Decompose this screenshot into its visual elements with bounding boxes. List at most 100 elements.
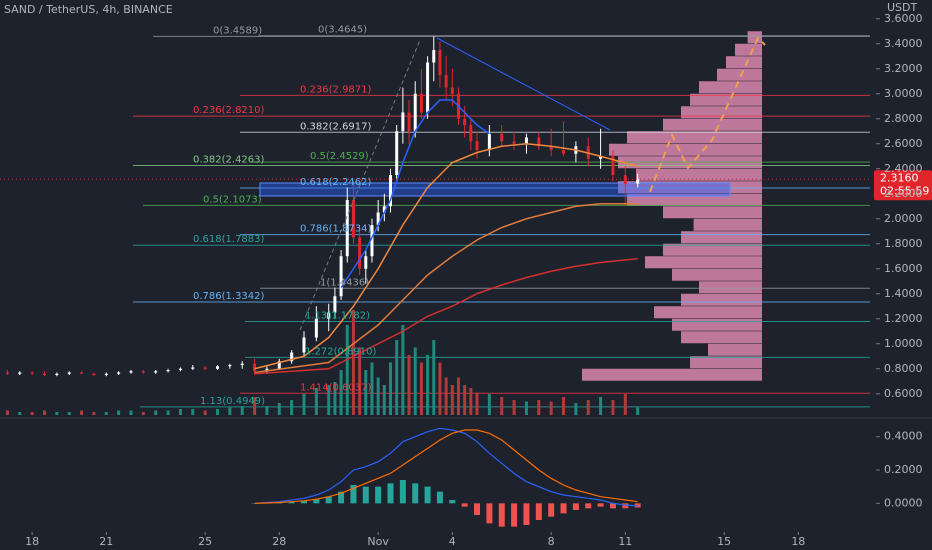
candle-body — [154, 371, 158, 373]
volume-bar — [407, 355, 411, 415]
candle-body — [512, 141, 516, 144]
volume-bar — [438, 362, 442, 415]
profile-bar — [681, 293, 762, 306]
y-tick-label: 1.4000 — [884, 287, 923, 300]
channel-line — [299, 39, 421, 331]
volume-bar — [419, 362, 423, 415]
volume-bar — [351, 310, 355, 415]
profile-bar — [636, 168, 762, 181]
candle-body — [5, 372, 9, 374]
profile-bar — [681, 231, 762, 244]
candle-body — [92, 373, 96, 375]
volume-bar — [475, 392, 479, 415]
volume-bar — [302, 394, 306, 415]
volume-bar — [42, 410, 46, 415]
candle-body — [469, 125, 473, 142]
volume-bar — [5, 410, 9, 415]
candle-body — [475, 141, 479, 150]
candle-body — [438, 50, 442, 75]
y-tick-label: 3.2000 — [884, 62, 923, 75]
candle-body — [333, 296, 337, 313]
x-tick-label: Nov — [367, 535, 389, 548]
y-tick-label: 3.6000 — [884, 12, 923, 25]
candle-body — [18, 372, 22, 374]
candle-body — [67, 372, 71, 374]
candle-body — [382, 206, 386, 213]
moving-average — [340, 99, 490, 288]
trend-line — [436, 37, 611, 131]
volume-bar — [265, 406, 269, 415]
profile-bar — [609, 143, 762, 156]
y-tick-label: 2.0000 — [884, 212, 923, 225]
profile-bar — [582, 368, 762, 381]
candle-body — [216, 366, 219, 369]
candle-body — [290, 352, 294, 362]
y-tick-label: 2.4000 — [884, 162, 923, 175]
candle-body — [524, 137, 528, 144]
candle-body — [376, 212, 380, 225]
profile-bar — [663, 243, 762, 256]
candle-body — [500, 133, 504, 142]
candle-body — [327, 312, 331, 319]
x-tick-label: 4 — [449, 535, 456, 548]
fib-label: 0.382(2.4263) — [193, 154, 265, 165]
fib-label: 1.414(0.6037) — [300, 382, 372, 393]
volume-bar — [549, 401, 553, 415]
volume-bar — [586, 400, 590, 415]
macd-histogram — [338, 491, 345, 504]
fib-label: 0(3.4645) — [318, 25, 367, 36]
volume-bar — [290, 400, 294, 415]
x-tick-label: 15 — [717, 535, 731, 548]
x-tick-label: 25 — [198, 535, 212, 548]
volume-bar — [444, 377, 448, 415]
candle-body — [549, 146, 553, 150]
x-tick-label: 18 — [25, 535, 39, 548]
profile-bar — [693, 218, 762, 231]
y-tick-label: 0.2000 — [884, 463, 923, 476]
candle-body — [636, 178, 640, 184]
candle-body — [358, 237, 362, 269]
volume-bar — [216, 409, 219, 415]
volume-bar — [370, 362, 374, 415]
volume-bar — [104, 412, 108, 415]
moving-average — [254, 142, 638, 370]
fib-label: 1.13(0.4949) — [200, 396, 265, 407]
axis-unit: USDT — [887, 1, 918, 14]
candle-body — [129, 371, 133, 373]
profile-bar — [627, 131, 762, 144]
candle-body — [413, 93, 417, 132]
macd-histogram — [548, 503, 555, 517]
candle-body — [42, 373, 46, 375]
candle-body — [253, 363, 257, 372]
candle-body — [364, 256, 368, 269]
y-tick-label: 3.4000 — [884, 37, 923, 50]
candle-body — [55, 373, 59, 375]
candle-body — [191, 367, 195, 369]
volume-bar — [562, 397, 566, 415]
y-tick-label: 2.2000 — [884, 187, 923, 200]
candle-body — [141, 371, 145, 373]
x-tick-label: 21 — [99, 535, 113, 548]
candle-body — [389, 175, 393, 207]
profile-bar — [690, 356, 762, 369]
macd-histogram — [609, 503, 616, 509]
profile-bar — [672, 268, 762, 281]
volume-bar — [623, 394, 627, 415]
countdown: 02:55:59 — [880, 184, 929, 197]
y-tick-label: 1.6000 — [884, 262, 923, 275]
volume-bar — [500, 397, 504, 415]
profile-bar — [627, 193, 762, 206]
volume-bar — [512, 400, 516, 415]
fib-label: 0.5(2.1073) — [203, 194, 262, 205]
y-tick-label: 1.0000 — [884, 337, 923, 350]
macd-histogram — [474, 503, 481, 515]
candle-body — [277, 361, 281, 369]
profile-bar — [747, 31, 762, 44]
volume-bar — [314, 388, 318, 415]
volume-bar — [395, 340, 399, 415]
candle-body — [351, 200, 355, 238]
volume-bar — [191, 409, 195, 415]
volume-bar — [469, 388, 473, 415]
candle-body — [228, 365, 232, 367]
